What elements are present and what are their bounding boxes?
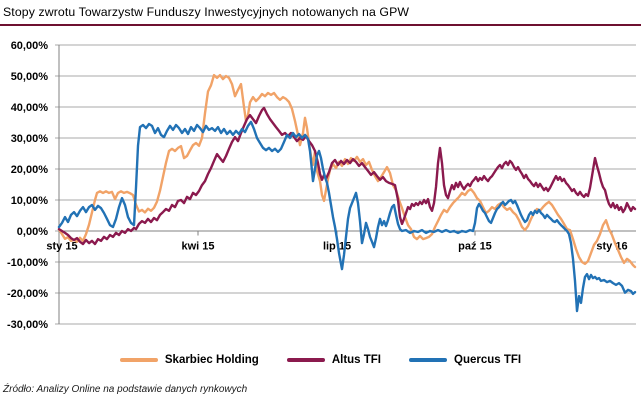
legend-line-swatch [409,358,448,362]
x-tick-label: kwi 15 [181,241,214,253]
y-tick-label: 50,00% [11,71,49,83]
source-note: Źródło: Analizy Online na podstawie dany… [3,384,248,395]
y-tick-label: 20,00% [11,164,49,176]
series-line-quercus-tfi [57,120,637,313]
legend-line-swatch [286,358,325,362]
y-axis-labels: 60,00% 50,00% 40,00% 30,00% 20,00% 10,00% 0,00… [7,40,48,331]
x-tick-label: sty 16 [596,241,627,253]
x-tick-label: sty 15 [46,241,77,253]
axes [58,45,636,324]
y-tick-label: 40,00% [11,102,49,114]
y-tick-label: -30,00% [7,319,48,331]
y-tick-label: 0,00% [17,226,48,238]
x-axis-labels: sty 15 kwi 15 lip 15 paź 15 sty 16 [46,241,627,253]
gridlines [55,44,636,325]
series-line-altus-tfi [57,106,637,246]
series-lines [57,73,637,313]
y-tick-label: -20,00% [7,288,48,300]
legend-label: Altus TFI [331,354,382,366]
legend-item-skarbiec-holding: Skarbiec Holding [119,354,259,366]
legend-line-swatch [119,358,158,362]
legend: Skarbiec Holding Altus TFI Quercus TFI [0,351,641,369]
legend-label: Skarbiec Holding [164,354,259,366]
legend-item-altus-tfi: Altus TFI [286,354,382,366]
x-tick-label: paź 15 [458,241,492,253]
title-divider [0,24,641,26]
y-tick-label: -10,00% [7,257,48,269]
y-tick-label: 60,00% [11,40,49,52]
page-title: Stopy zwrotu Towarzystw Funduszy Inwesty… [3,5,410,19]
y-tick-label: 30,00% [11,133,49,145]
y-tick-label: 10,00% [11,195,49,207]
legend-item-quercus-tfi: Quercus TFI [409,354,521,366]
legend-label: Quercus TFI [454,354,522,366]
